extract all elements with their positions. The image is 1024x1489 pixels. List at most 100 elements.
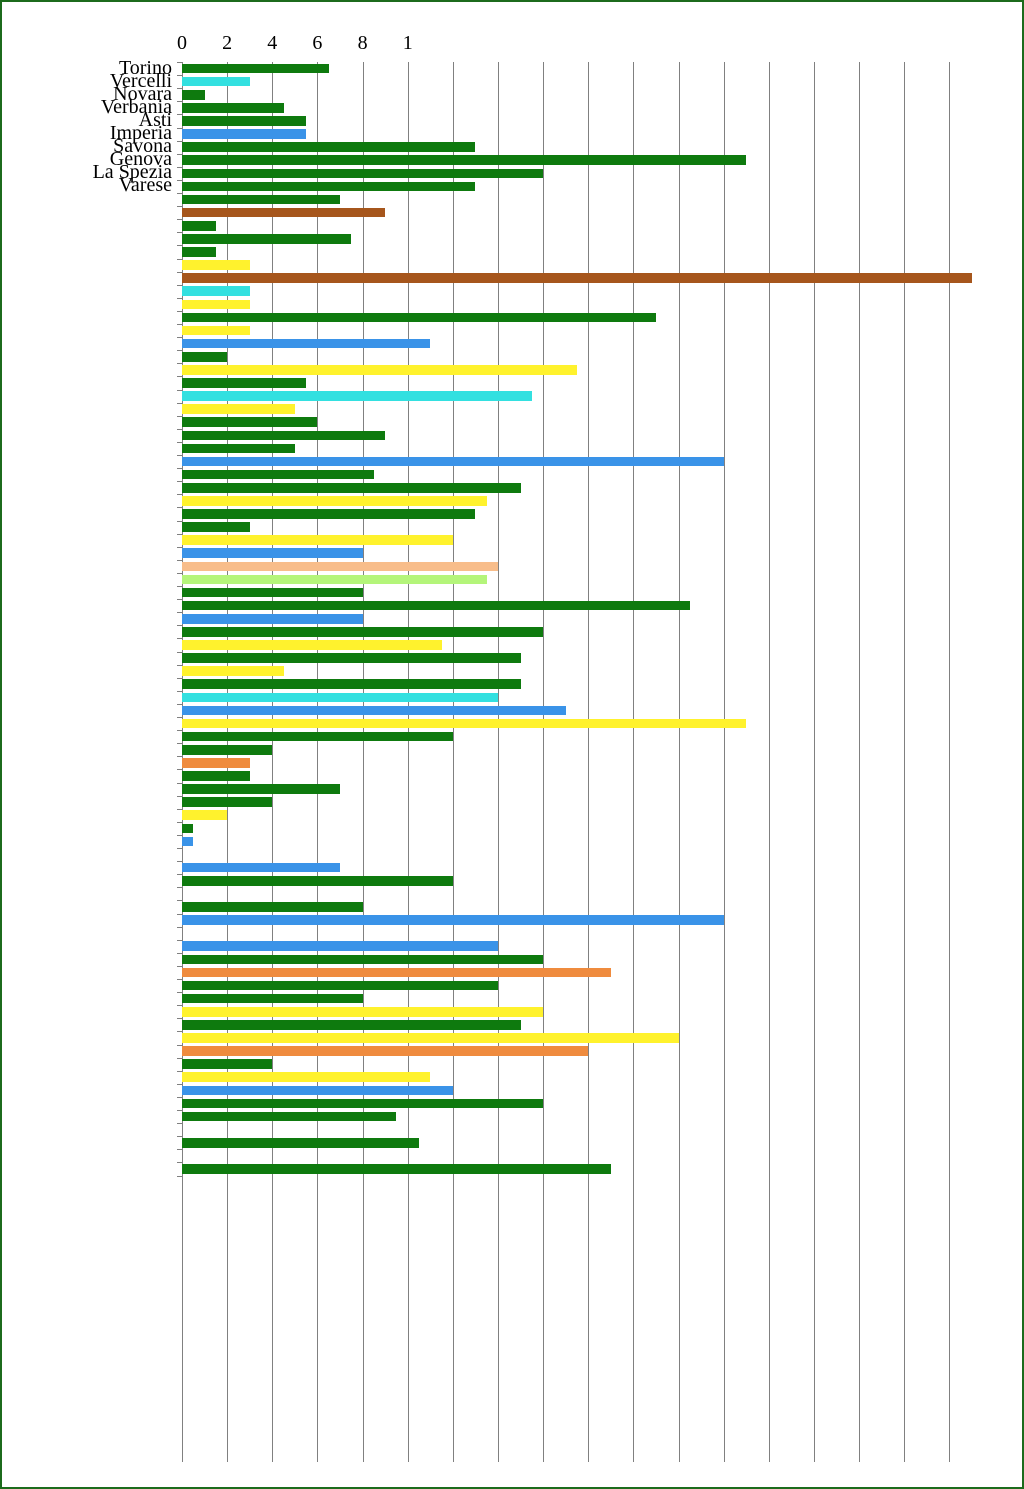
bar [182,1059,272,1069]
bar [182,758,250,768]
bar [182,981,498,991]
bar [182,915,724,925]
bar [182,1112,396,1122]
bar [182,1164,611,1174]
bar [182,313,656,323]
gridline [679,62,680,1462]
bar [182,994,363,1004]
bar [182,679,521,689]
gridline [543,62,544,1462]
bar [182,1138,419,1148]
bar [182,653,521,663]
x-axis-label: 0 [177,32,187,55]
bar [182,182,475,192]
bar [182,90,205,100]
gridline [904,62,905,1462]
gridline [949,62,950,1462]
bar [182,221,216,231]
bar [182,247,216,257]
bar [182,784,340,794]
x-axis-label: 4 [267,32,277,55]
bar [182,404,295,414]
bar [182,116,306,126]
gridline [633,62,634,1462]
bar [182,365,577,375]
bar [182,457,724,467]
bar [182,417,317,427]
gridline [272,62,273,1462]
gridline [859,62,860,1462]
bar [182,470,374,480]
bar [182,1086,453,1096]
bar [182,575,487,585]
bar [182,378,306,388]
bar [182,391,532,401]
bar [182,431,385,441]
bar [182,208,385,218]
bar [182,326,250,336]
bar [182,771,250,781]
bar [182,509,475,519]
bar [182,1099,543,1109]
bar [182,444,295,454]
gridline [408,62,409,1462]
bar [182,260,250,270]
bar [182,627,543,637]
bar [182,588,363,598]
chart-frame: 024681 TorinoVercelliNovaraVerbaniaAstiI… [0,0,1024,1489]
bar [182,535,453,545]
y-tick [177,927,182,928]
gridline [814,62,815,1462]
bar [182,1020,521,1030]
bar [182,169,543,179]
bar [182,863,340,873]
bar [182,810,227,820]
y-tick [177,1176,182,1177]
bar [182,824,193,834]
y-tick [177,1149,182,1150]
bar [182,273,972,283]
bar [182,234,351,244]
bar [182,496,487,506]
bar [182,693,498,703]
x-axis-label: 6 [312,32,322,55]
bar [182,745,272,755]
bar [182,719,746,729]
bar [182,64,329,74]
bar [182,483,521,493]
bar [182,601,690,611]
gridline [588,62,589,1462]
y-tick [177,848,182,849]
bar [182,103,284,113]
bar [182,548,363,558]
bar [182,155,746,165]
bar [182,1007,543,1017]
y-axis-label: Varese [119,174,172,197]
gridline [363,62,364,1462]
bar [182,300,250,310]
bar [182,941,498,951]
bar [182,142,475,152]
bar [182,352,227,362]
bar [182,1046,588,1056]
x-axis-label: 1 [403,32,413,55]
bar [182,614,363,624]
bar [182,77,250,87]
x-axis-label: 8 [358,32,368,55]
bar [182,666,284,676]
x-axis-label: 2 [222,32,232,55]
plot-area: 024681 [182,62,972,1462]
bar [182,902,363,912]
bar [182,1033,679,1043]
bar [182,1072,430,1082]
y-tick [177,1123,182,1124]
bar [182,286,250,296]
bar [182,562,498,572]
gridline [724,62,725,1462]
gridline [453,62,454,1462]
bar [182,876,453,886]
bar [182,522,250,532]
bar [182,195,340,205]
y-tick [177,887,182,888]
gridline [769,62,770,1462]
